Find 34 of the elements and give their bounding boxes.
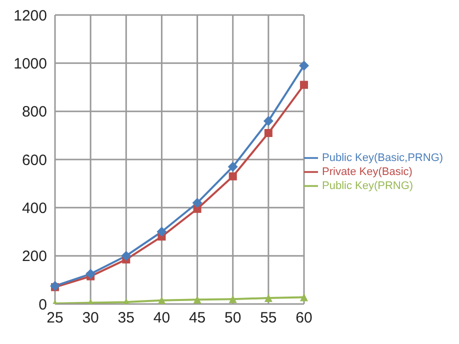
legend-label: Private Key(Basic) <box>322 166 412 178</box>
y-tick-label: 0 <box>38 296 47 314</box>
point <box>300 80 308 89</box>
point <box>263 116 274 126</box>
y-tick-label: 1000 <box>14 55 47 72</box>
point <box>228 172 237 180</box>
point <box>299 60 309 71</box>
legend-label: Public Key(Basic,PRNG) <box>322 152 444 164</box>
y-tick-label: 1200 <box>14 7 47 24</box>
point <box>156 226 167 237</box>
y-tick-label: 200 <box>22 248 47 266</box>
x-tick-label: 30 <box>82 310 99 327</box>
y-tick-label: 400 <box>22 200 47 217</box>
legend-label: Public Key(PRNG) <box>322 180 414 192</box>
x-tick-label: 25 <box>46 310 64 327</box>
y-tick-label: 800 <box>22 104 47 121</box>
point <box>192 198 202 208</box>
point <box>264 129 272 138</box>
point <box>228 295 237 304</box>
x-tick-label: 55 <box>260 310 277 327</box>
y-tick-label: 600 <box>22 152 47 169</box>
point <box>158 296 166 304</box>
x-tick-label: 60 <box>296 310 312 327</box>
x-tick-label: 35 <box>118 310 134 327</box>
point <box>264 294 272 302</box>
x-tick-label: 50 <box>224 310 242 327</box>
point <box>228 162 238 172</box>
x-tick-label: 40 <box>153 310 170 327</box>
point <box>300 293 308 302</box>
point <box>193 296 202 304</box>
point <box>121 250 132 261</box>
point <box>50 280 60 291</box>
point <box>86 268 96 279</box>
x-tick-label: 45 <box>188 310 206 327</box>
